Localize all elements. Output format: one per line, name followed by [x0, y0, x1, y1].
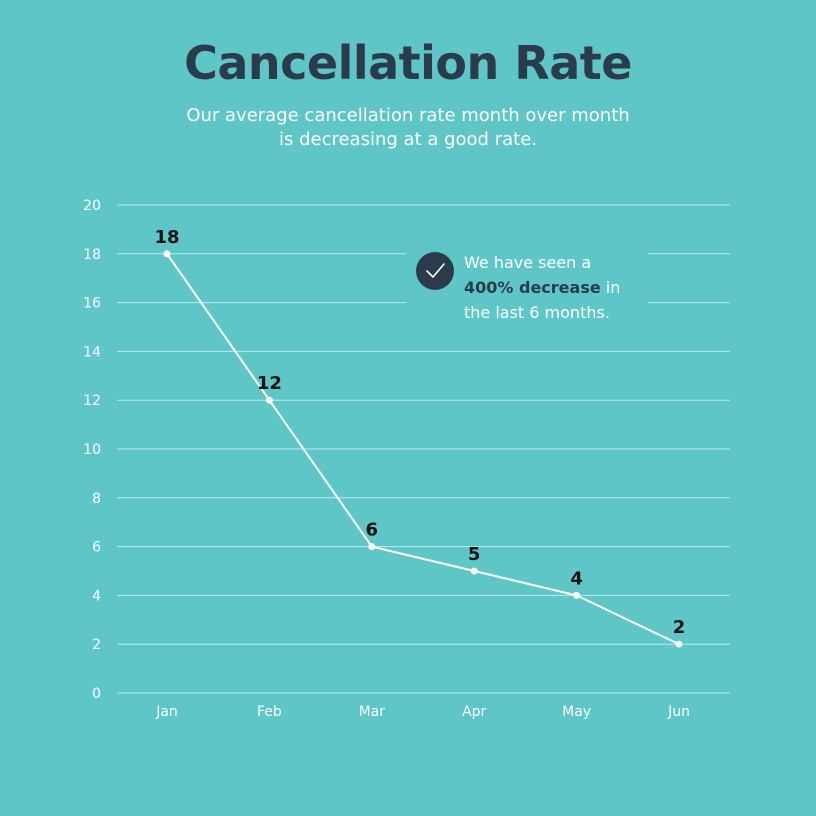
data-point [163, 250, 171, 258]
data-point [368, 543, 376, 551]
callout-line-3: the last 6 months. [464, 303, 610, 322]
y-tick-label: 6 [92, 540, 101, 556]
y-tick-label: 4 [92, 588, 101, 604]
y-tick-label: 14 [83, 344, 101, 360]
data-label: 6 [366, 520, 379, 541]
y-tick-label: 0 [92, 686, 101, 702]
y-tick-label: 10 [83, 442, 101, 458]
chart-title: Cancellation Rate [184, 36, 632, 90]
data-point [573, 591, 581, 599]
callout-line-2-tail: in [600, 278, 621, 297]
data-label: 18 [154, 227, 179, 248]
y-axis-tick-labels: 0 2 4 6 8 10 12 14 16 18 20 [83, 198, 101, 702]
data-label: 5 [468, 544, 481, 565]
data-point [265, 396, 273, 404]
y-tick-label: 18 [83, 247, 101, 263]
callout-text: We have seen a 400% decrease in the last… [464, 250, 654, 325]
y-tick-label: 16 [83, 296, 101, 312]
chart-subtitle: Our average cancellation rate month over… [186, 105, 630, 150]
grid-lines [117, 204, 730, 694]
callout-highlight: 400% decrease [464, 278, 601, 297]
y-tick-label: 20 [83, 198, 101, 214]
x-tick-label: Jun [667, 704, 690, 720]
y-tick-label: 8 [92, 491, 101, 507]
data-label: 4 [570, 568, 583, 589]
data-label: 2 [673, 617, 686, 638]
x-axis-tick-labels: Jan Feb Mar Apr May Jun [155, 704, 690, 720]
x-tick-label: Apr [462, 704, 486, 720]
check-icon [416, 252, 454, 290]
y-tick-label: 12 [83, 393, 101, 409]
data-point [675, 640, 683, 648]
data-points [163, 250, 683, 648]
data-point [470, 567, 478, 575]
data-label: 12 [257, 373, 282, 394]
series-line [166, 253, 680, 646]
callout-line-1: We have seen a [464, 253, 592, 272]
x-tick-label: Jan [155, 704, 178, 720]
x-tick-label: Mar [359, 704, 386, 720]
y-tick-label: 2 [92, 637, 101, 653]
data-labels: 18 12 6 5 4 2 [154, 227, 685, 638]
x-tick-label: Feb [257, 704, 282, 720]
x-tick-label: May [562, 704, 591, 720]
